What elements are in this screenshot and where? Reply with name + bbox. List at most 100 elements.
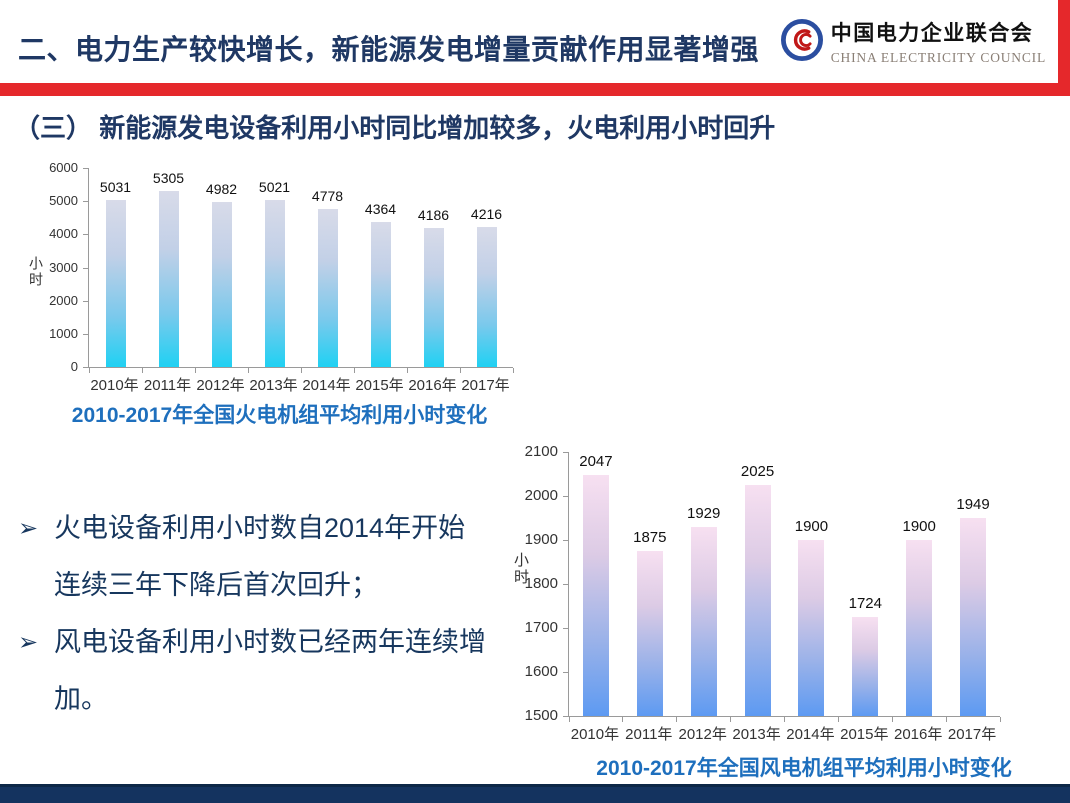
x-tick-label: 2012年 [678, 726, 727, 743]
x-tick-mark [247, 368, 249, 373]
list-item: ➢ 风电设备利用小时数已经两年连续增 加。 [16, 614, 541, 728]
y-axis-title: 小时 [28, 256, 44, 288]
plot-area: 2047 1875 1929 2025 1900 1724 1900 1949 [568, 452, 1001, 722]
bullet-text: 风电设备利用小时数已经两年连续增 [54, 627, 486, 657]
bar [798, 540, 825, 716]
x-tick-label: 2015年 [840, 726, 889, 743]
x-tick-label: 2016年 [408, 377, 457, 394]
bar [960, 518, 987, 716]
x-axis-labels: 2010年 2011年 2012年 2013年 2014年 2015年 2016年 2017年 [88, 368, 537, 395]
bar [158, 191, 179, 367]
header-corner-tab [1058, 0, 1070, 96]
y-tick-mark [83, 267, 88, 269]
x-tick-mark [353, 368, 355, 373]
bar-value-label: 5031 [99, 179, 132, 196]
bar-value-label: 1900 [794, 518, 829, 535]
bar-value-label: 5305 [152, 170, 185, 187]
x-tick-mark [837, 717, 839, 722]
bar-value-label: 2025 [740, 463, 775, 480]
x-tick-mark [784, 717, 785, 722]
slide-title: 二、电力生产较快增长，新能源发电增量贡献作用显著增强 [18, 34, 760, 65]
x-tick-label: 2013年 [249, 377, 298, 394]
bar [744, 485, 771, 716]
bar-value-label: 4778 [311, 187, 344, 204]
x-tick-mark [300, 368, 302, 373]
x-tick-mark [512, 368, 514, 373]
bar-value-label: 5021 [258, 179, 291, 196]
y-tick-mark [83, 333, 88, 335]
y-tick-mark [563, 716, 568, 717]
y-tick-mark [563, 584, 568, 585]
cec-logo-icon [780, 19, 823, 61]
cec-logo-text: 中国电力企业联合会 CHINA ELECTRICITY COUNCIL [831, 17, 1046, 66]
cec-logo-name-en: CHINA ELECTRICITY COUNCIL [830, 50, 1046, 65]
arrow-bullet-icon: ➢ [18, 515, 39, 542]
y-tick-label: 1500 [524, 707, 558, 724]
x-tick-mark [141, 368, 143, 373]
bar [582, 475, 609, 716]
bar-value-label: 1724 [848, 595, 882, 613]
cec-logo-name-cn: 中国电力企业联合会 [830, 22, 1034, 45]
x-tick-label: 2016年 [894, 726, 943, 743]
x-tick-label: 2014年 [302, 377, 351, 394]
slide-footer-bar [0, 784, 1070, 803]
x-tick-mark [999, 717, 1001, 722]
y-tick-label: 1800 [524, 575, 558, 592]
y-tick-label: 0 [70, 359, 78, 374]
y-axis-title: 小时 [512, 552, 529, 586]
x-tick-mark [730, 717, 732, 722]
y-tick-mark [563, 672, 568, 673]
bar [105, 200, 126, 367]
chart-body: 6000 5000 4000 3000 2000 1000 0 5031 5305 4982 50… [22, 160, 537, 374]
key-points-list: ➢ 火电设备利用小时数自2014年开始 连续三年下降后首次回升； ➢ 风电设备利… [16, 500, 541, 728]
y-tick-label: 1600 [524, 663, 558, 680]
x-tick-label: 2011年 [625, 726, 673, 743]
bullet-text: 连续三年下降后首次回升； [54, 570, 378, 600]
bar-value-label: 1900 [902, 518, 936, 535]
bar [211, 201, 232, 367]
slide-header: 二、电力生产较快增长，新能源发电增量贡献作用显著增强 中国电力企业联合会 CHI… [0, 0, 1070, 83]
y-axis: 6000 5000 4000 3000 2000 1000 0 [22, 160, 88, 374]
thermal-utilization-chart: 小时 6000 5000 4000 3000 2000 1000 0 5031 5305 498… [22, 160, 537, 395]
section-subtitle: （三） 新能源发电设备利用小时同比增加较多，火电利用小时回升 [14, 113, 776, 143]
y-tick-label: 6000 [49, 160, 78, 175]
bar [690, 527, 717, 716]
y-tick-mark [83, 168, 88, 169]
bar [476, 227, 497, 367]
bar [852, 617, 879, 716]
x-tick-mark [568, 717, 570, 722]
arrow-bullet-icon: ➢ [18, 629, 39, 656]
bar [264, 200, 285, 367]
bar-value-label: 1949 [956, 496, 990, 514]
header-divider-line [0, 83, 1070, 96]
wind-utilization-chart: 小时 2100 2000 1900 1800 1700 1600 1500 2047 1875… [505, 444, 1030, 744]
bar [317, 208, 338, 367]
thermal-chart-title: 2010-2017年全国火电机组平均利用小时变化 [71, 404, 488, 427]
bar [636, 551, 663, 716]
x-tick-label: 2017年 [461, 377, 510, 394]
x-axis-labels: 2010年 2011年 2012年 2013年 2014年 2015年 2016年 2017年 [568, 717, 1030, 744]
y-tick-mark [83, 367, 88, 368]
x-tick-label: 2011年 [143, 377, 192, 394]
bar [906, 540, 933, 716]
y-tick-label: 4000 [49, 226, 78, 242]
bar [370, 222, 391, 367]
bar-value-label: 4186 [417, 207, 450, 224]
bar-value-label: 1875 [633, 529, 667, 546]
x-tick-mark [945, 717, 947, 722]
y-tick-mark [83, 201, 88, 203]
bar-value-label: 4982 [205, 180, 238, 197]
x-tick-label: 2017年 [947, 726, 997, 743]
y-tick-label: 2000 [524, 487, 558, 504]
y-tick-mark [563, 628, 568, 629]
x-tick-label: 2010年 [90, 377, 139, 394]
bar-value-label: 4216 [470, 206, 503, 223]
y-tick-label: 2000 [49, 292, 78, 308]
list-item: ➢ 火电设备利用小时数自2014年开始 连续三年下降后首次回升； [16, 500, 541, 614]
y-tick-mark [563, 540, 568, 541]
bar-value-label: 4364 [364, 201, 397, 218]
y-tick-label: 2100 [524, 443, 558, 460]
y-tick-mark [83, 300, 88, 302]
y-tick-label: 3000 [49, 259, 78, 275]
x-tick-mark [88, 368, 90, 373]
